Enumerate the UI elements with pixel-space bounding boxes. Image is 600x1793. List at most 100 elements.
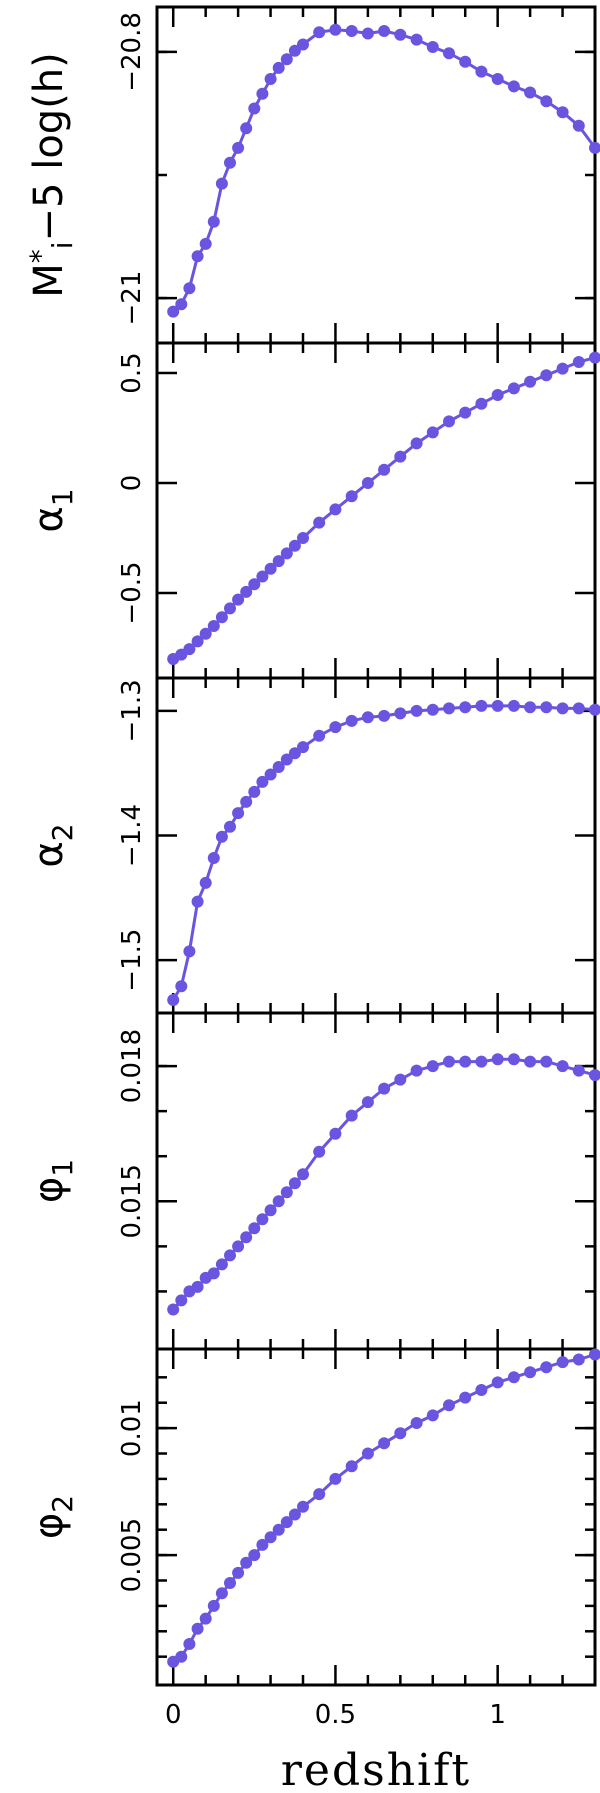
- data-point: [191, 250, 204, 263]
- data-point: [256, 570, 269, 583]
- data-point: [426, 41, 439, 53]
- data-point: [459, 406, 472, 419]
- y-axis-label-sub: 1: [46, 1159, 79, 1177]
- x-tick-label: 1: [489, 1700, 506, 1730]
- data-point: [426, 1060, 439, 1073]
- data-point: [248, 1222, 261, 1235]
- data-point: [507, 80, 520, 93]
- data-point: [378, 709, 391, 722]
- y-axis-label: α1: [26, 488, 79, 532]
- data-point: [175, 980, 188, 993]
- data-point: [272, 555, 285, 568]
- series-line: [172, 1353, 596, 1664]
- data-point: [491, 699, 504, 712]
- data-point: [215, 830, 228, 843]
- data-point: [475, 1055, 488, 1068]
- y-tick-label: 0.015: [117, 1164, 147, 1238]
- y-tick-label: −1.3: [117, 679, 147, 742]
- data-point: [313, 1488, 326, 1501]
- data-point: [264, 1531, 277, 1544]
- data-point: [256, 775, 269, 788]
- data-point: [345, 490, 358, 503]
- panel-frame: [155, 341, 597, 680]
- data-point: [199, 876, 212, 889]
- data-point: [191, 1622, 204, 1635]
- series-line: [172, 1057, 596, 1311]
- data-point: [191, 1280, 204, 1293]
- data-point: [394, 1427, 407, 1440]
- data-point: [394, 450, 407, 463]
- data-point: [410, 704, 423, 717]
- data-point: [264, 73, 277, 85]
- y-axis-label: φ2: [26, 1495, 79, 1539]
- data-point: [207, 215, 220, 228]
- data-point: [183, 945, 196, 958]
- y-axis-label-sub: 1: [46, 488, 79, 506]
- data-point: [394, 28, 407, 41]
- data-point: [215, 1587, 228, 1600]
- data-point: [280, 1516, 293, 1529]
- data-point: [378, 1082, 391, 1095]
- data-point: [256, 1213, 269, 1226]
- data-point: [280, 547, 293, 560]
- data-point: [345, 714, 358, 727]
- data-point: [207, 1599, 220, 1612]
- data-point: [572, 119, 585, 132]
- data-point: [183, 643, 196, 656]
- y-tick-label: −1.5: [117, 929, 147, 992]
- data-point: [507, 382, 520, 395]
- data-point: [589, 703, 600, 716]
- y-tick-label: 0: [117, 475, 147, 492]
- data-point: [297, 532, 309, 544]
- data-point: [297, 1500, 309, 1513]
- data-point: [288, 1508, 301, 1521]
- data-point: [264, 562, 277, 575]
- data-point: [329, 721, 342, 734]
- data-point: [361, 1096, 374, 1109]
- data-point: [215, 611, 228, 624]
- data-point: [240, 795, 253, 808]
- data-point: [256, 87, 269, 100]
- data-point: [240, 585, 253, 598]
- data-point: [224, 1249, 236, 1262]
- data-point: [540, 369, 553, 382]
- y-axis-label: M*i−5 log(h): [24, 52, 79, 298]
- y-axis-label: α2: [26, 823, 79, 867]
- data-point: [175, 298, 188, 311]
- data-point: [345, 25, 358, 37]
- data-point: [410, 1417, 423, 1429]
- data-point: [313, 516, 326, 529]
- data-point: [556, 106, 569, 119]
- data-point: [264, 1204, 277, 1217]
- data-point: [491, 73, 504, 85]
- x-tick-label: 0.5: [315, 1700, 356, 1730]
- data-point: [426, 426, 439, 439]
- data-point: [175, 648, 188, 661]
- data-point: [329, 1472, 342, 1485]
- data-point: [167, 994, 180, 1006]
- data-point: [524, 701, 537, 714]
- data-point: [232, 1566, 245, 1579]
- data-point: [540, 95, 553, 108]
- data-point: [556, 702, 569, 715]
- y-axis-label-symbol: φ: [26, 1513, 72, 1539]
- data-point: [443, 1399, 455, 1412]
- y-tick-label: 0.005: [117, 1518, 147, 1592]
- data-point: [224, 156, 236, 169]
- data-point: [288, 539, 301, 552]
- data-point: [475, 397, 488, 410]
- data-point: [240, 1556, 253, 1569]
- data-point: [572, 356, 585, 368]
- data-point: [540, 701, 553, 714]
- data-point: [378, 25, 391, 37]
- data-point: [207, 620, 220, 632]
- y-axis-label-symbol: α: [26, 841, 72, 867]
- data-point: [345, 1460, 358, 1473]
- data-point: [272, 1523, 285, 1536]
- data-point: [329, 1127, 342, 1140]
- data-point: [313, 729, 326, 742]
- data-point: [248, 102, 261, 115]
- data-point: [378, 1437, 391, 1450]
- data-point: [589, 1069, 600, 1082]
